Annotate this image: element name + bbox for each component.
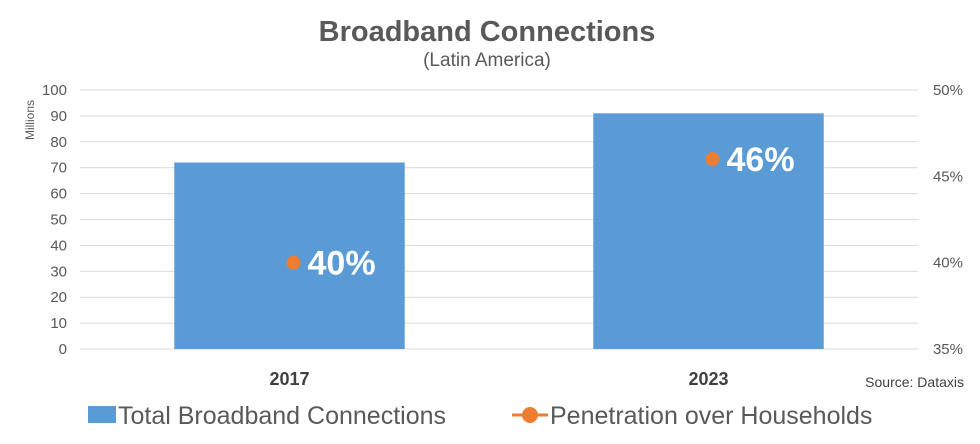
y-tick-label: 70	[50, 160, 67, 177]
y-tick-label: 0	[59, 341, 67, 358]
y-tick-label: 30	[50, 263, 67, 280]
y2-tick-label: 45%	[933, 168, 963, 185]
y-tick-label: 90	[50, 108, 67, 125]
x-category-label: 2017	[269, 369, 309, 389]
y2-tick-label: 50%	[933, 82, 963, 99]
bars	[174, 113, 824, 349]
y-tick-label: 100	[42, 82, 67, 99]
legend-point-marker	[522, 407, 538, 423]
bar-2023	[593, 113, 824, 349]
penetration-point-2023	[705, 152, 720, 167]
x-axis-categories: 2017 2023	[269, 369, 728, 389]
legend-bar-swatch	[88, 406, 116, 423]
y2-tick-label: 35%	[933, 341, 963, 358]
y2-axis-ticks: 35% 40% 45% 50%	[933, 82, 963, 358]
y-tick-label: 40	[50, 237, 67, 254]
bar-2017	[174, 162, 405, 349]
x-category-label: 2023	[688, 369, 728, 389]
source-note: Source: Dataxis	[865, 374, 964, 390]
legend: Total Broadband Connections Penetration …	[88, 402, 872, 430]
y-tick-label: 10	[50, 315, 67, 332]
legend-line-label: Penetration over Households	[550, 402, 872, 430]
y-tick-label: 60	[50, 186, 67, 203]
y-axis-ticks: 0 10 20 30 40 50 60 70 80 90 100	[42, 82, 67, 358]
y-tick-label: 80	[50, 134, 67, 151]
legend-bar-label: Total Broadband Connections	[118, 402, 446, 430]
y2-tick-label: 40%	[933, 255, 963, 272]
penetration-point-2017	[286, 255, 301, 270]
y-tick-label: 50	[50, 212, 67, 229]
y-axis-title: Millions	[23, 100, 37, 140]
penetration-points: 40% 46%	[286, 141, 795, 283]
penetration-data-label: 40%	[308, 245, 376, 283]
chart-title: Broadband Connections	[319, 16, 656, 48]
penetration-data-label: 46%	[727, 141, 795, 179]
y-tick-label: 20	[50, 289, 67, 306]
chart-subtitle: (Latin America)	[423, 50, 551, 71]
